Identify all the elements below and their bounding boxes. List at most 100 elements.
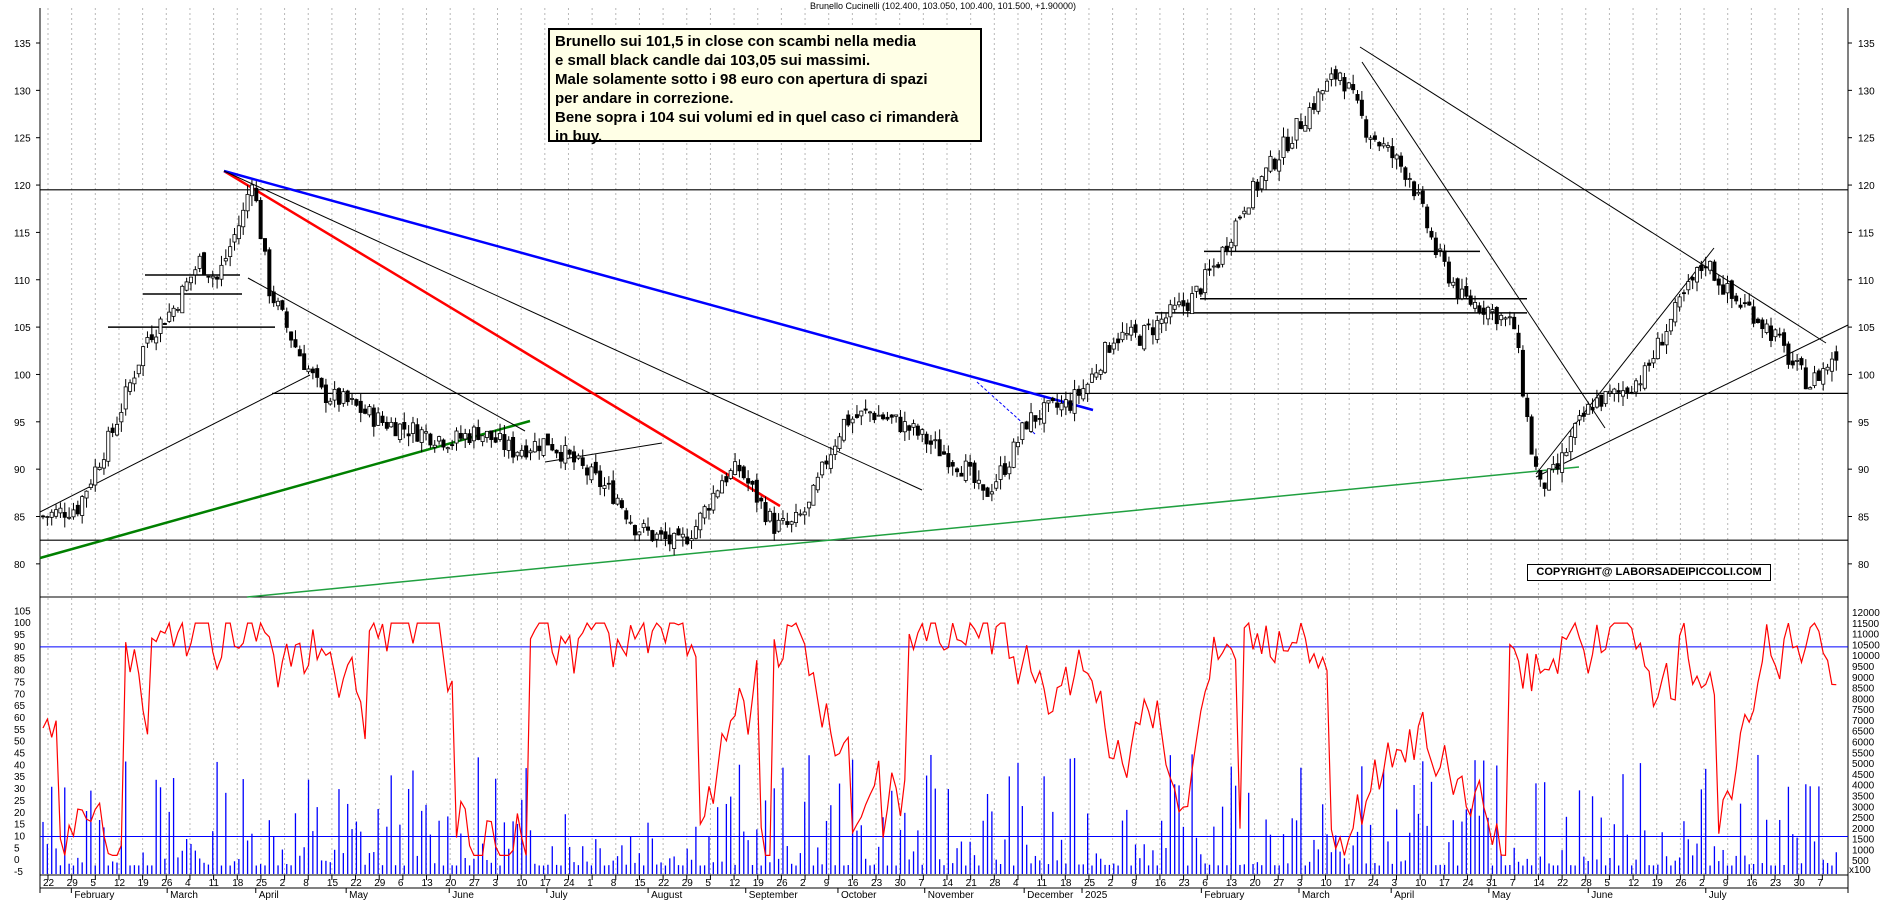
candle bbox=[493, 437, 498, 443]
candle bbox=[1473, 302, 1478, 309]
x-tick-label: 10 bbox=[516, 878, 528, 889]
candle bbox=[1638, 383, 1643, 386]
x-tick-label: 13 bbox=[422, 878, 434, 889]
candle bbox=[1081, 388, 1086, 400]
candle bbox=[624, 510, 629, 520]
candle bbox=[1124, 333, 1129, 336]
candle bbox=[1024, 421, 1029, 430]
month-label: March bbox=[170, 890, 198, 901]
candle bbox=[550, 444, 555, 451]
osc-left-tick-label: 15 bbox=[14, 820, 26, 831]
candle bbox=[210, 275, 215, 279]
candle bbox=[1290, 143, 1295, 149]
candle bbox=[1512, 316, 1517, 330]
candle bbox=[985, 487, 990, 497]
candle bbox=[1751, 306, 1756, 324]
candle bbox=[341, 391, 346, 404]
month-label: December bbox=[1027, 890, 1074, 901]
candle bbox=[1760, 319, 1765, 330]
candle bbox=[876, 414, 881, 417]
candle bbox=[1755, 318, 1760, 323]
candle bbox=[1150, 327, 1155, 336]
candle bbox=[101, 459, 106, 469]
candle bbox=[310, 368, 315, 374]
candle bbox=[1812, 372, 1817, 386]
candle bbox=[1586, 403, 1591, 415]
candle bbox=[1325, 80, 1330, 92]
x-tick-label: 26 bbox=[776, 878, 788, 889]
candle bbox=[567, 449, 572, 455]
candle bbox=[262, 238, 267, 252]
candle bbox=[302, 353, 307, 370]
candle bbox=[685, 536, 690, 545]
candle bbox=[802, 511, 807, 516]
candle bbox=[998, 465, 1003, 480]
y-tick-label: 120 bbox=[1858, 181, 1875, 192]
candle bbox=[955, 468, 960, 473]
chart-title: Brunello Cucinelli (102.400, 103.050, 10… bbox=[810, 1, 1076, 11]
candle bbox=[511, 436, 516, 458]
candle bbox=[1464, 286, 1469, 297]
osc-left-tick-label: 95 bbox=[14, 630, 26, 641]
month-label: May bbox=[1492, 890, 1511, 901]
candle bbox=[1068, 400, 1073, 411]
candle bbox=[1451, 281, 1456, 286]
candle bbox=[724, 476, 729, 483]
y-tick-label: 125 bbox=[14, 134, 31, 145]
candle bbox=[1098, 369, 1103, 375]
candle bbox=[632, 525, 637, 536]
candle bbox=[1568, 436, 1573, 453]
candle bbox=[711, 492, 716, 511]
candle bbox=[80, 496, 85, 516]
trendline-light-green-ascending bbox=[246, 466, 1580, 598]
trendline-black-ascending bbox=[1535, 324, 1849, 478]
candle bbox=[1459, 288, 1464, 299]
osc-left-tick-label: 105 bbox=[14, 606, 31, 617]
x-tick-label: 5 bbox=[705, 878, 711, 889]
candle bbox=[1076, 388, 1081, 396]
candle bbox=[1599, 394, 1604, 407]
candle bbox=[463, 433, 468, 440]
candle bbox=[241, 209, 246, 228]
candle bbox=[1769, 325, 1774, 341]
candle bbox=[432, 444, 437, 448]
candle bbox=[502, 434, 507, 451]
candle bbox=[1581, 412, 1586, 417]
comment-line: in buy. bbox=[555, 128, 603, 145]
trendline-black-descending bbox=[1361, 61, 1606, 429]
candle bbox=[1429, 230, 1434, 238]
analysis-comment: Brunello sui 101,5 in close con scambi n… bbox=[548, 28, 982, 145]
candle bbox=[1298, 121, 1303, 129]
candle bbox=[585, 467, 590, 476]
osc-left-tick-label: 0 bbox=[14, 855, 20, 866]
candle bbox=[1468, 295, 1473, 305]
candle bbox=[1799, 358, 1804, 366]
candle bbox=[345, 390, 350, 403]
candle bbox=[1155, 320, 1160, 340]
candle bbox=[1177, 301, 1182, 306]
candle bbox=[837, 436, 842, 449]
x-tick-label: 2 bbox=[800, 878, 806, 889]
x-tick-label: 9 bbox=[1723, 878, 1729, 889]
candle bbox=[215, 276, 220, 280]
candle bbox=[532, 441, 537, 453]
candle bbox=[371, 407, 376, 427]
candle bbox=[1255, 181, 1260, 191]
x-tick-label: 26 bbox=[161, 878, 173, 889]
candle bbox=[1773, 329, 1778, 338]
candle bbox=[188, 276, 193, 284]
candle bbox=[1834, 351, 1839, 361]
candle bbox=[1438, 248, 1443, 251]
candle bbox=[972, 462, 977, 483]
candle bbox=[720, 480, 725, 494]
candle bbox=[1416, 191, 1421, 195]
x-tick-label: 15 bbox=[634, 878, 646, 889]
x-tick-label: 10 bbox=[1415, 878, 1427, 889]
y-tick-label: 85 bbox=[14, 513, 26, 524]
candle bbox=[223, 258, 228, 262]
x-tick-label: 25 bbox=[1084, 878, 1096, 889]
candle bbox=[824, 460, 829, 465]
candle bbox=[202, 252, 207, 275]
candle bbox=[841, 418, 846, 441]
candle bbox=[280, 300, 285, 310]
